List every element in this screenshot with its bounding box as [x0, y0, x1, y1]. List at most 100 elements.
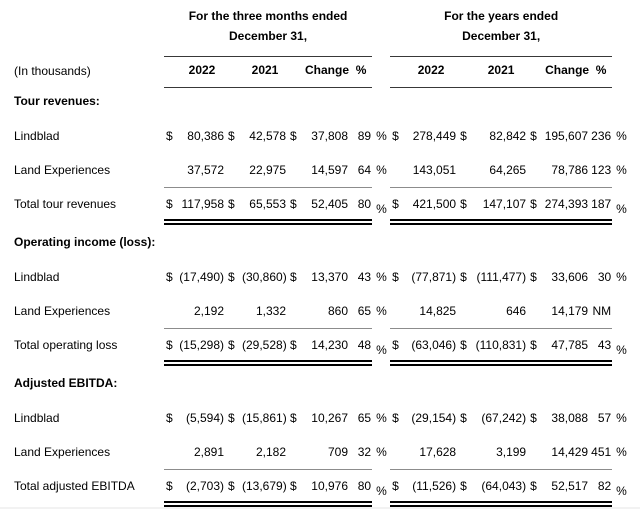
currency-cell	[226, 435, 242, 470]
pct-sign-cell: %	[376, 483, 387, 498]
currency-cell: $	[288, 328, 304, 363]
header-spacer	[458, 56, 475, 88]
amount-cell: (5,594)	[185, 411, 224, 425]
header-spacer	[288, 56, 304, 88]
pct-sign-cell: %	[376, 342, 387, 357]
rule-row-spacer	[14, 222, 164, 229]
amount-cell: 52,405	[304, 187, 350, 222]
group-title-row: For the three months ended December 31, …	[14, 4, 628, 57]
currency-cell: $	[290, 411, 297, 425]
amount-cell: 274,393	[544, 187, 591, 222]
amount-cell: 860	[327, 304, 348, 318]
header-spacer	[390, 56, 405, 88]
pct-cell: 43	[590, 328, 613, 363]
amount-cell: (2,703)	[178, 469, 226, 504]
currency-cell	[164, 435, 178, 470]
currency-cell	[164, 153, 178, 188]
row-label: Land Experiences	[14, 445, 111, 459]
amount-cell: 2,182	[255, 445, 286, 459]
amount-cell: 117,958	[178, 187, 226, 222]
pct-sign-cell: %	[376, 304, 387, 318]
currency-cell: $	[458, 469, 475, 504]
amount-cell: 709	[327, 445, 348, 459]
pct-sign-cell: %	[376, 270, 387, 284]
currency-cell: $	[528, 187, 545, 222]
header-spacer	[164, 56, 178, 88]
pct-cell: 82	[590, 469, 613, 504]
title-row-spacer	[372, 4, 386, 57]
total-row: Total operating loss $ (15,298) $ (29,528) $1…	[14, 328, 628, 363]
double-rule	[390, 219, 613, 229]
currency-cell: $	[460, 411, 467, 425]
section-heading-row: Tour revenues:	[14, 88, 628, 120]
pct-sign-cell: %	[616, 342, 627, 357]
rule-row-spacer	[372, 363, 386, 370]
currency-cell	[528, 153, 544, 188]
amount-cell: (77,871)	[411, 270, 457, 284]
currency-cell: $	[392, 270, 399, 284]
amount-cell: 22,975	[249, 163, 286, 177]
currency-cell: $	[228, 129, 235, 143]
currency-cell: $	[164, 469, 178, 504]
amount-cell: 64,265	[489, 163, 527, 177]
currency-cell: $	[458, 187, 475, 222]
currency-cell	[226, 294, 242, 329]
amount-cell: 37,572	[187, 163, 224, 177]
pct-cell: 48	[350, 328, 373, 363]
table-head: For the three months ended December 31, …	[14, 4, 628, 88]
row-label: Land Experiences	[14, 163, 111, 177]
double-rule	[390, 501, 613, 509]
amount-cell: 38,088	[551, 411, 589, 425]
table-body: Tour revenues: Lindblad $80,386 $42,578 $37,…	[14, 88, 628, 509]
pct-sign-cell: %	[616, 129, 627, 143]
pct-cell: 187	[590, 187, 613, 222]
section-row-filler	[288, 229, 628, 260]
amount-cell: 3,199	[496, 445, 527, 459]
currency-cell	[458, 153, 474, 188]
header-spacer	[372, 57, 386, 88]
amount-cell: 278,449	[412, 129, 457, 143]
amount-cell: 2,192	[193, 304, 224, 318]
header-spacer	[612, 57, 628, 88]
table-row: Lindblad $ (17,490) $ (30,860) $13,370 43% $ (77…	[14, 260, 628, 294]
rule-row-spacer	[612, 363, 628, 370]
currency-cell	[288, 294, 304, 329]
amount-cell: (15,861)	[242, 411, 287, 425]
amount-cell: 80,386	[187, 129, 224, 143]
title-row-spacer	[14, 4, 164, 57]
amount-cell: 646	[506, 304, 527, 318]
pct-sign-cell: %	[376, 445, 387, 459]
currency-cell	[528, 435, 544, 470]
amount-cell: 82,842	[489, 129, 527, 143]
currency-cell: $	[226, 328, 242, 363]
amount-cell: (15,298)	[178, 328, 226, 363]
amount-cell: 421,500	[404, 187, 459, 222]
pct-sign-cell: %	[616, 201, 627, 216]
amount-cell: 14,825	[419, 304, 457, 318]
section-heading: Operating income (loss):	[14, 235, 156, 249]
units-label: (In thousands)	[14, 63, 91, 78]
currency-cell	[288, 153, 304, 188]
amount-cell: 42,578	[249, 129, 286, 143]
amount-cell: (110,831)	[474, 328, 529, 363]
group2-title-line1: For the years ended	[444, 9, 559, 23]
pct-sign-cell	[612, 294, 628, 329]
page-bottom-edge	[0, 507, 640, 509]
double-rule	[164, 219, 373, 229]
pct-cell: 43	[357, 270, 372, 284]
pct-sign-cell: %	[376, 163, 387, 177]
currency-cell: $	[390, 187, 405, 222]
pct-cell: 30	[597, 270, 612, 284]
currency-cell: $	[226, 469, 242, 504]
col-header-g2-pct: %	[590, 56, 613, 88]
group1-title: For the three months ended December 31,	[164, 4, 373, 57]
financial-table: For the three months ended December 31, …	[14, 4, 628, 509]
currency-cell: $	[390, 328, 405, 363]
currency-cell: $	[530, 411, 537, 425]
currency-cell	[390, 294, 404, 329]
amount-cell: (29,528)	[242, 328, 288, 363]
currency-cell: $	[392, 411, 399, 425]
col-header-g2-2021: 2021	[474, 56, 529, 88]
total-row: Total adjusted EBITDA $ (2,703) $ (13,679) $1…	[14, 469, 628, 504]
section-heading-row: Operating income (loss):	[14, 229, 628, 260]
